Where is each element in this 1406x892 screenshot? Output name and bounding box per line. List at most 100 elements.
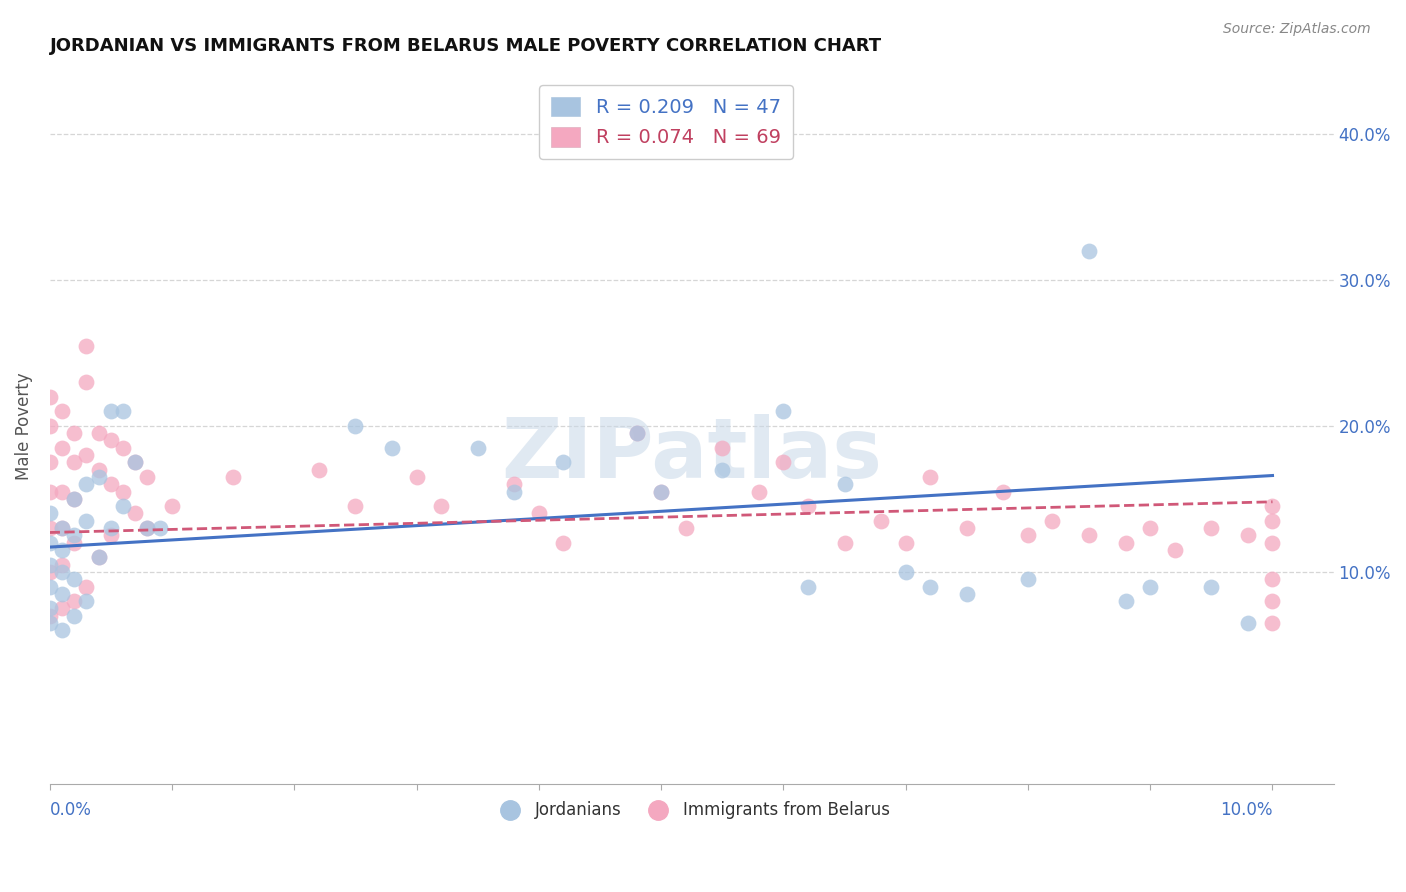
- Point: [75, 580, 97, 594]
- Point: [675, 521, 697, 535]
- Point: [870, 514, 893, 528]
- Point: [1139, 580, 1161, 594]
- Point: [100, 404, 122, 418]
- Point: [430, 499, 453, 513]
- Point: [772, 404, 794, 418]
- Point: [63, 455, 86, 469]
- Point: [503, 484, 526, 499]
- Point: [748, 484, 770, 499]
- Point: [75, 338, 97, 352]
- Point: [87, 463, 110, 477]
- Point: [956, 521, 979, 535]
- Text: ZIPatlas: ZIPatlas: [501, 414, 882, 495]
- Point: [626, 426, 648, 441]
- Point: [1115, 535, 1137, 549]
- Point: [894, 565, 917, 579]
- Point: [136, 470, 159, 484]
- Text: Source: ZipAtlas.com: Source: ZipAtlas.com: [1223, 22, 1371, 37]
- Point: [920, 470, 942, 484]
- Point: [51, 587, 73, 601]
- Point: [38, 558, 60, 572]
- Point: [797, 499, 820, 513]
- Text: 0.0%: 0.0%: [49, 801, 91, 819]
- Point: [553, 455, 575, 469]
- Point: [650, 484, 672, 499]
- Point: [87, 470, 110, 484]
- Point: [1201, 580, 1223, 594]
- Point: [38, 601, 60, 615]
- Point: [38, 455, 60, 469]
- Point: [112, 441, 135, 455]
- Point: [51, 521, 73, 535]
- Point: [75, 514, 97, 528]
- Point: [772, 455, 794, 469]
- Point: [1139, 521, 1161, 535]
- Point: [1017, 572, 1039, 586]
- Point: [51, 404, 73, 418]
- Point: [38, 565, 60, 579]
- Point: [100, 521, 122, 535]
- Point: [112, 499, 135, 513]
- Point: [38, 615, 60, 630]
- Point: [956, 587, 979, 601]
- Point: [87, 550, 110, 565]
- Point: [920, 580, 942, 594]
- Point: [124, 455, 146, 469]
- Point: [1040, 514, 1063, 528]
- Point: [1261, 572, 1284, 586]
- Point: [51, 565, 73, 579]
- Point: [467, 441, 489, 455]
- Point: [626, 426, 648, 441]
- Point: [112, 404, 135, 418]
- Point: [834, 535, 856, 549]
- Point: [63, 535, 86, 549]
- Point: [100, 434, 122, 448]
- Point: [87, 426, 110, 441]
- Point: [503, 477, 526, 491]
- Point: [75, 594, 97, 608]
- Point: [112, 484, 135, 499]
- Point: [344, 418, 367, 433]
- Point: [405, 470, 427, 484]
- Point: [38, 521, 60, 535]
- Point: [553, 535, 575, 549]
- Point: [1261, 535, 1284, 549]
- Point: [75, 448, 97, 462]
- Point: [993, 484, 1015, 499]
- Point: [1237, 615, 1260, 630]
- Point: [711, 441, 734, 455]
- Point: [1261, 514, 1284, 528]
- Point: [650, 484, 672, 499]
- Point: [63, 572, 86, 586]
- Point: [38, 484, 60, 499]
- Point: [63, 491, 86, 506]
- Point: [100, 477, 122, 491]
- Point: [1078, 244, 1101, 258]
- Point: [51, 624, 73, 638]
- Point: [38, 390, 60, 404]
- Legend: Jordanians, Immigrants from Belarus: Jordanians, Immigrants from Belarus: [486, 794, 897, 825]
- Point: [1261, 594, 1284, 608]
- Point: [100, 528, 122, 542]
- Point: [38, 608, 60, 623]
- Point: [711, 463, 734, 477]
- Point: [222, 470, 245, 484]
- Point: [51, 543, 73, 558]
- Point: [87, 550, 110, 565]
- Point: [51, 441, 73, 455]
- Point: [308, 463, 330, 477]
- Point: [51, 484, 73, 499]
- Point: [38, 418, 60, 433]
- Point: [51, 558, 73, 572]
- Point: [38, 535, 60, 549]
- Point: [63, 608, 86, 623]
- Point: [136, 521, 159, 535]
- Point: [1261, 499, 1284, 513]
- Point: [344, 499, 367, 513]
- Point: [38, 507, 60, 521]
- Point: [149, 521, 172, 535]
- Y-axis label: Male Poverty: Male Poverty: [15, 372, 32, 480]
- Point: [75, 477, 97, 491]
- Point: [51, 521, 73, 535]
- Point: [894, 535, 917, 549]
